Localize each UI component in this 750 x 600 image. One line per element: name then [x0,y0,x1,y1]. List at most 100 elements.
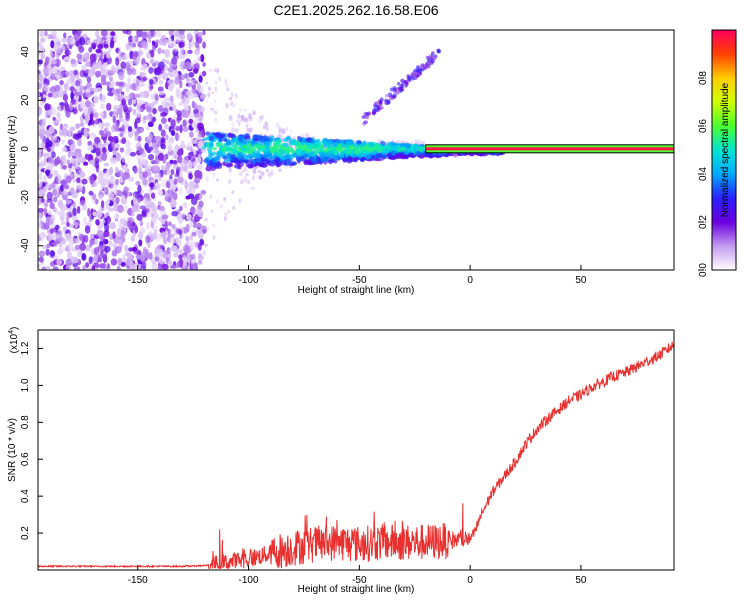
spectrogram-cell [138,147,144,155]
spectrogram-cell [426,58,431,63]
spectrogram-cell [158,258,165,265]
spectrogram-cell [264,145,271,150]
spectrogram-cell [200,54,205,63]
spectrogram-cell [169,159,174,164]
spectrogram-cell [431,55,437,60]
spectrogram-cell [147,37,152,44]
spectrogram-cell [141,40,148,48]
spectrogram-cell [155,30,162,38]
spectrogram-cell [161,231,167,238]
spectrogram-cell [70,91,74,101]
spectrogram-cell [53,37,61,44]
spectrogram-cell [225,145,232,152]
spectrogram-cell [128,92,134,101]
spectrogram-cell [381,155,388,159]
spectrogram-cell [202,30,206,36]
spectrogram-cell [83,107,89,115]
spectrogram-cell [147,153,155,161]
spectrogram-cell [43,83,49,92]
spectrogram-cell [110,136,116,143]
spectrogram-cell [140,31,148,39]
spectrogram-cell [54,176,59,184]
spectrogram-cell [178,41,185,48]
spectrogram-cell [38,199,42,206]
spectrogram-cell [79,242,86,251]
spectrogram-cell [52,116,56,121]
spectrogram-cell [164,220,168,229]
spectrogram-cell [245,173,249,177]
spectrogram-cell [90,132,97,139]
spectrogram-cell [175,92,183,99]
spectrogram-cell [55,118,60,124]
spectrogram-cell [86,221,92,227]
spectrogram-cell [245,123,249,128]
spectrogram-cell [73,108,78,114]
spectrogram-cell [83,234,89,243]
spectrogram-cell [151,40,156,46]
spectrogram-cell [69,186,75,195]
spectrogram-cell [38,263,41,269]
spectrogram-cell [47,92,54,98]
spectrogram-cell [197,56,201,62]
spectrogram-cell [124,109,131,115]
spectrogram-cell [205,131,211,136]
spectrogram-cell [131,53,138,61]
spectrogram-cell [47,210,52,216]
spectrogram-cell [183,109,191,118]
spectrogram-cell [207,146,212,153]
spectrogram-cell [184,180,189,190]
spectrogram-cell [113,122,120,130]
spectrogram-cell [146,113,153,122]
spectrogram-cell [82,264,87,270]
spectrogram-cell [60,184,64,192]
spectrogram-cell [231,205,236,211]
spectrogram-cell [177,155,183,164]
spectrogram-cell [102,110,107,119]
spectrogram-cell [82,85,88,91]
spectrogram-cell [150,192,156,199]
spectrogram-cell [205,98,208,104]
spectrogram-cell [64,100,69,109]
spectrogram-cell [238,198,242,204]
spectrogram-cell [89,119,95,126]
spectrogram-cell [63,226,67,231]
spectrogram-cell [122,30,129,35]
spectrogram-cell [55,234,61,239]
spectrogram-cell [108,80,115,89]
spectrogram-cell [339,153,345,158]
spectrogram-cell [38,188,44,197]
spectrogram-cell [165,164,170,170]
spectrogram-cell [185,236,190,242]
spectrogram-cell [93,95,99,104]
spectrogram-cell [276,122,280,128]
spectrogram-cell [56,111,61,118]
spectrogram-cell [365,114,369,120]
spectrogram-cell [197,259,203,265]
spectrogram-cell [148,66,154,74]
spectrogram-cell [226,87,230,92]
spectrogram-cell [133,59,139,66]
spectrogram-cell [219,203,224,209]
spectrogram-cell [53,65,58,74]
spectrogram-x-label: Height of straight line (km) [298,285,415,296]
spectrogram-cell [45,248,50,256]
spectrogram-cell [85,244,91,252]
spectrogram-cell [56,258,63,266]
spectrogram-cell [260,171,265,176]
spectrogram-cell [185,195,191,200]
colorbar-scale [711,29,737,271]
spectrogram-cell [154,67,162,76]
spectrogram-cell [72,134,77,140]
spectrogram-cell [193,80,198,85]
spectrogram-cell [343,148,350,153]
spectrogram-cell [139,71,144,79]
spectrogram-cell [79,69,86,78]
spectrogram-cell [224,212,227,216]
spectrogram-cell [100,94,106,103]
spectrogram-cell [72,207,77,217]
spectrogram-cell [183,264,188,270]
spectrogram-cell [167,260,172,266]
spectrogram-cell [168,187,173,197]
spectrogram-cell [414,73,419,78]
spectrogram-cell [79,200,86,207]
